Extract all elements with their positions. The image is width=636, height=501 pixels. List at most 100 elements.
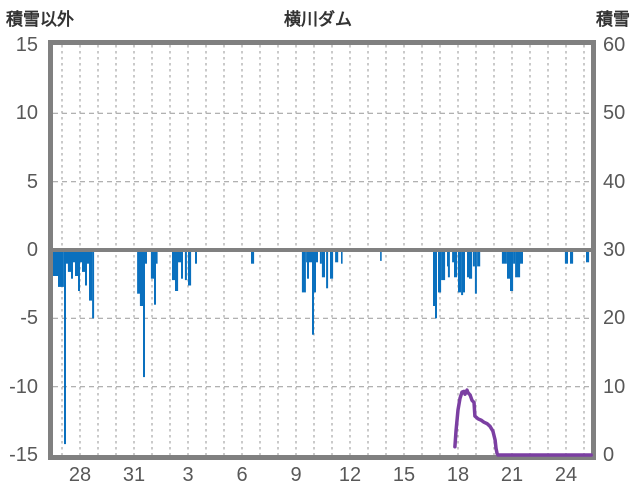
x-tick-label: 3 <box>182 464 194 486</box>
precip-bar <box>441 250 446 281</box>
precip-bar <box>501 250 507 264</box>
precip-bar <box>58 250 64 287</box>
precip-bar <box>73 250 75 263</box>
precip-bar <box>184 250 187 281</box>
precip-bar <box>319 250 322 264</box>
precip-bar <box>156 250 158 264</box>
precip-bar <box>515 250 521 278</box>
precip-bar <box>89 250 93 301</box>
precip-bar <box>316 250 318 263</box>
precip-bar <box>341 250 343 264</box>
precip-bar <box>154 250 156 305</box>
x-tick-label: 6 <box>236 464 248 486</box>
x-tick-label: 28 <box>68 464 92 486</box>
precip-bar <box>64 250 66 445</box>
precip-bar <box>71 250 73 279</box>
precip-bar <box>507 250 511 279</box>
plot-area <box>48 40 596 460</box>
precip-bar <box>181 250 183 279</box>
precip-bar <box>307 250 309 279</box>
precip-bar <box>172 250 176 281</box>
precip-bar <box>330 250 334 279</box>
y-left-tick-label: 0 <box>26 239 38 261</box>
y-right-tick-label: 10 <box>603 375 626 398</box>
precip-bar <box>139 250 143 306</box>
precip-bar <box>469 250 473 279</box>
y-left-tick-label: -15 <box>9 444 38 466</box>
precip-bar <box>137 250 141 294</box>
precip-bar <box>301 250 306 293</box>
y-right-tick-label: 60 <box>603 34 626 56</box>
precip-bar <box>564 250 568 264</box>
precip-bar <box>326 250 329 289</box>
precip-bar <box>66 250 68 264</box>
right-axis-title: 積雪 <box>596 10 630 29</box>
x-tick-label: 24 <box>554 464 578 486</box>
x-tick-label: 9 <box>290 464 302 486</box>
y-right-tick-label: 50 <box>603 102 626 125</box>
precip-bar <box>87 250 89 264</box>
x-tick-label: 18 <box>446 464 470 486</box>
precip-bar <box>306 250 308 263</box>
y-left-tick-label: 10 <box>15 102 38 125</box>
chart-title: 横川ダム <box>284 10 352 29</box>
precip-bar <box>150 250 154 279</box>
x-tick-label: 12 <box>338 464 362 486</box>
precip-bar <box>454 250 458 278</box>
precip-bar <box>143 250 145 378</box>
precip-bar <box>78 250 80 291</box>
precip-bar <box>447 250 450 278</box>
precip-bar <box>467 250 469 278</box>
precip-bar <box>177 250 181 263</box>
y-left-tick-label: -10 <box>9 375 38 398</box>
precip-bar <box>458 250 462 293</box>
y-left-tick-label: 15 <box>15 34 38 56</box>
zero-line <box>53 248 591 252</box>
precip-bar <box>570 250 574 264</box>
y-right-tick-label: 40 <box>603 170 626 193</box>
precip-bar <box>477 250 481 267</box>
precip-bar <box>145 250 147 264</box>
precip-bar <box>513 250 516 264</box>
precip-bar <box>461 250 464 296</box>
left-axis-title: 積雪以外 <box>6 10 74 29</box>
x-tick-label: 15 <box>392 464 416 486</box>
precip-bar <box>85 250 87 286</box>
precip-bar <box>510 250 514 291</box>
precip-bar <box>92 250 95 319</box>
precip-bar <box>447 250 449 267</box>
plot-canvas <box>53 45 593 457</box>
precip-bar <box>80 250 82 263</box>
precip-bar <box>335 250 339 263</box>
precip-bar <box>519 250 523 264</box>
precip-bar <box>309 250 313 263</box>
precip-bar <box>380 250 382 261</box>
precip-bar <box>452 250 455 263</box>
precip-bar <box>314 250 316 293</box>
y-right-tick-label: 30 <box>603 239 626 261</box>
precip-bar <box>435 250 437 319</box>
y-left-tick-label: 5 <box>26 170 38 193</box>
precip-bar <box>312 250 314 335</box>
precip-bar <box>463 250 465 293</box>
precip-bar <box>438 250 442 293</box>
precip-bar <box>586 250 590 263</box>
precip-bar <box>82 250 86 272</box>
x-tick-label: 21 <box>500 464 524 486</box>
precip-bar <box>188 250 192 286</box>
precip-bar <box>195 250 197 264</box>
precip-bar <box>321 250 325 278</box>
precip-bar <box>474 250 477 294</box>
precip-bar <box>433 250 435 306</box>
precip-bar <box>251 250 255 264</box>
precip-bar <box>175 250 179 291</box>
y-left-tick-label: -5 <box>20 307 38 330</box>
precip-bar <box>75 250 79 276</box>
y-right-tick-label: 20 <box>603 307 626 330</box>
x-tick-label: 31 <box>122 464 146 486</box>
precip-bar <box>67 250 71 272</box>
precip-bar <box>53 250 58 276</box>
snow-depth-line <box>453 388 593 457</box>
y-right-tick-label: 0 <box>603 444 615 466</box>
